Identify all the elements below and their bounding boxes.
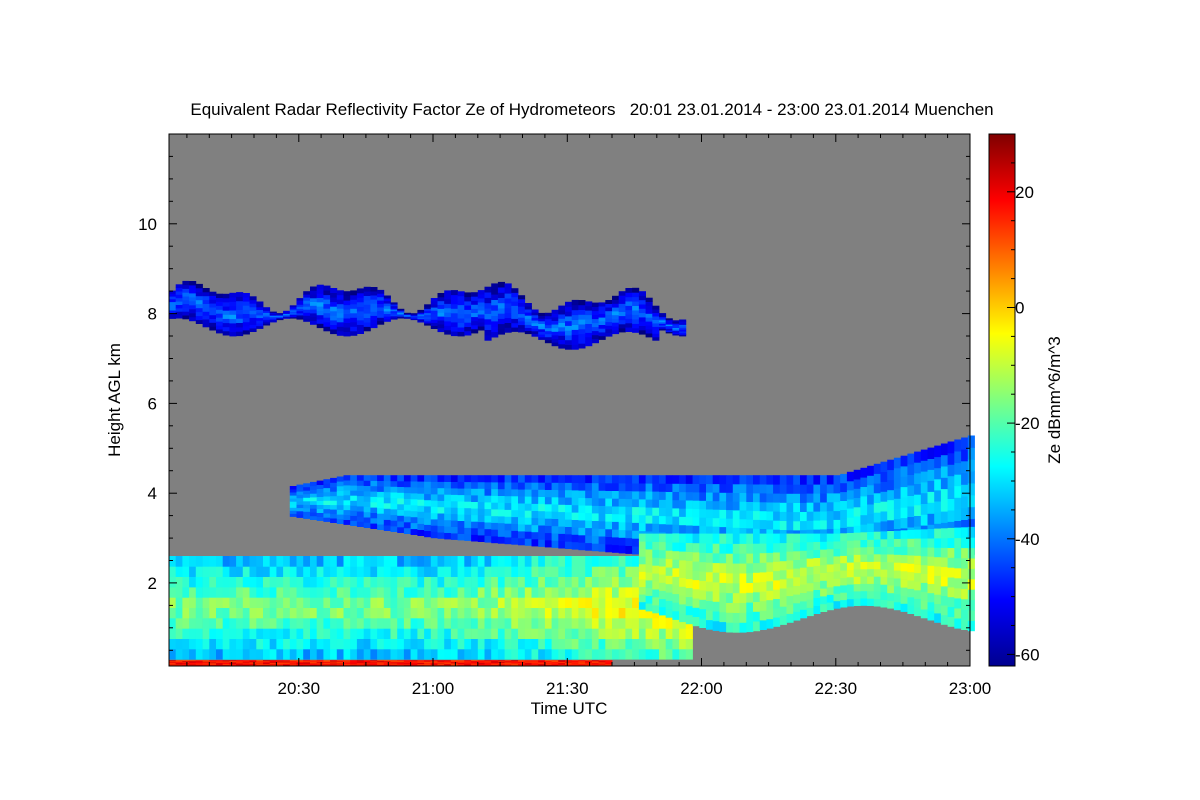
colorbar-tick-label: -60 bbox=[1015, 645, 1040, 664]
x-axis: 20:30 21:00 21:30 22:00 22:30 23:00 bbox=[186, 134, 992, 698]
colorbar-scale bbox=[988, 133, 1016, 667]
y-tick-label: 4 bbox=[148, 484, 157, 503]
x-tick-label: 22:00 bbox=[680, 679, 723, 698]
colorbar-label: Ze dBmm^6/m^3 bbox=[1045, 336, 1064, 463]
plot-frame bbox=[168, 133, 971, 667]
colorbar-tick-label: -40 bbox=[1015, 530, 1040, 549]
x-tick-label: 21:00 bbox=[412, 679, 455, 698]
y-tick-label: 6 bbox=[148, 394, 157, 413]
plot-area bbox=[168, 133, 975, 667]
echo-region-surface-precipitation bbox=[169, 660, 613, 667]
x-tick-label: 21:30 bbox=[546, 679, 589, 698]
y-tick-label: 8 bbox=[148, 305, 157, 324]
y-axis-label: Height AGL km bbox=[105, 343, 124, 457]
echo-region-low-layer-west bbox=[169, 556, 693, 660]
x-tick-label: 22:30 bbox=[815, 679, 858, 698]
chart-title: Equivalent Radar Reflectivity Factor Ze … bbox=[190, 100, 993, 119]
y-tick-label: 2 bbox=[148, 574, 157, 593]
echo-region-cirrus-layer bbox=[169, 280, 687, 350]
x-tick-label: 20:30 bbox=[278, 679, 321, 698]
x-axis-label: Time UTC bbox=[531, 699, 608, 718]
colorbar-tick-label: 0 bbox=[1015, 299, 1024, 318]
x-tick-label: 23:00 bbox=[949, 679, 992, 698]
colorbar: 20 0 -20 -40 -60 bbox=[988, 133, 1040, 667]
echo-region-low-layer-east bbox=[638, 526, 975, 633]
colorbar-tick-label: 20 bbox=[1015, 183, 1034, 202]
colorbar-tick-label: -20 bbox=[1015, 414, 1040, 433]
y-tick-label: 10 bbox=[138, 215, 157, 234]
y-axis: 2 4 6 8 10 bbox=[138, 155, 970, 651]
